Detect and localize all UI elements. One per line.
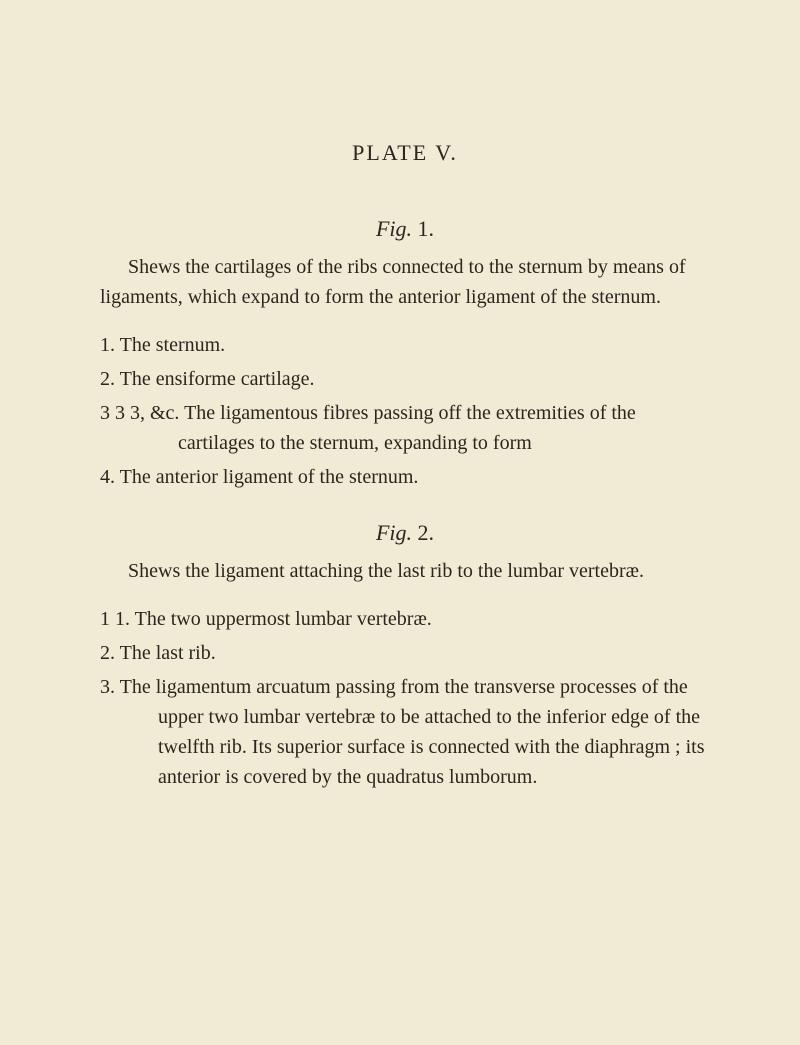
fig2-title: Fig. 2.	[100, 520, 710, 546]
fig1-intro-paragraph: Shews the cartilages of the ribs connect…	[100, 252, 710, 312]
fig1-title: Fig. 1.	[100, 216, 710, 242]
document-page: PLATE V. Fig. 1. Shews the cartilages of…	[0, 0, 800, 880]
list-item: 3. The ligamentum arcuatum passing from …	[100, 672, 710, 792]
plate-title: PLATE V.	[100, 140, 710, 166]
fig2-number: 2.	[418, 520, 435, 545]
list-item: 2. The ensiforme cartilage.	[100, 364, 710, 394]
list-item: 1. The sternum.	[100, 330, 710, 360]
list-item: 3 3 3, &c. The ligamentous fibres passin…	[100, 398, 710, 458]
fig2-label: Fig.	[376, 520, 412, 545]
fig2-list: 1 1. The two uppermost lumbar vertebræ. …	[100, 604, 710, 792]
fig1-list: 1. The sternum. 2. The ensiforme cartila…	[100, 330, 710, 492]
fig1-number: 1.	[418, 216, 435, 241]
fig1-label: Fig.	[376, 216, 412, 241]
list-item: 4. The anterior ligament of the sternum.	[100, 462, 710, 492]
list-item: 2. The last rib.	[100, 638, 710, 668]
fig2-intro-paragraph: Shews the ligament attaching the last ri…	[100, 556, 710, 586]
list-item: 1 1. The two uppermost lumbar vertebræ.	[100, 604, 710, 634]
